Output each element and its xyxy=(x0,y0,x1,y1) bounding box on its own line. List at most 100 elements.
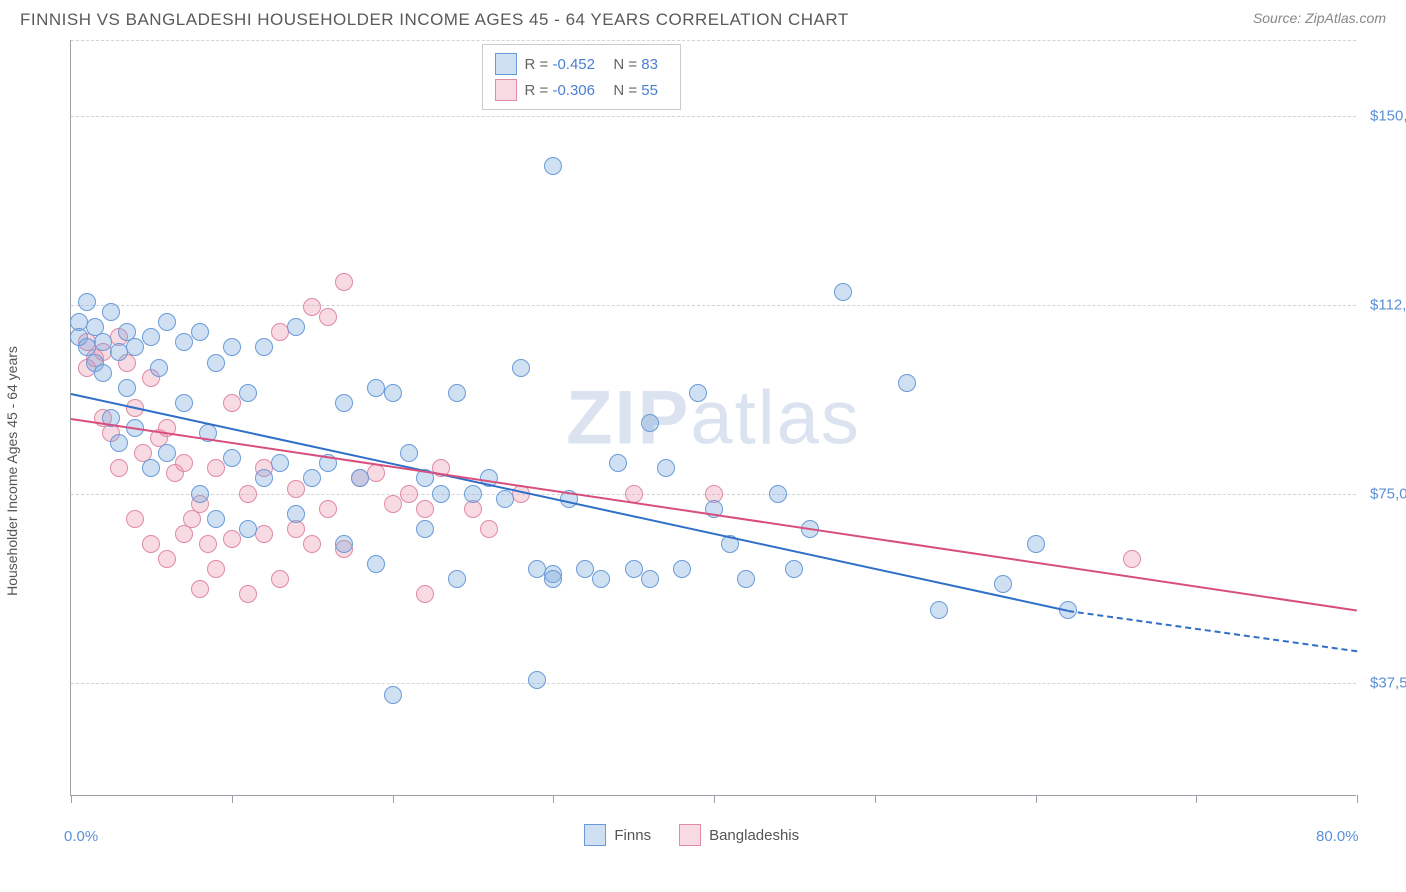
x-tick xyxy=(71,795,72,803)
source-attribution: Source: ZipAtlas.com xyxy=(1253,10,1386,26)
data-point-bangladeshis xyxy=(142,535,160,553)
data-point-bangladeshis xyxy=(239,585,257,603)
source-label: Source: xyxy=(1253,10,1305,26)
data-point-bangladeshis xyxy=(175,454,193,472)
data-point-finns xyxy=(158,313,176,331)
chart-title: FINNISH VS BANGLADESHI HOUSEHOLDER INCOM… xyxy=(20,10,849,30)
data-point-finns xyxy=(142,459,160,477)
data-point-finns xyxy=(737,570,755,588)
data-point-finns xyxy=(335,394,353,412)
x-tick xyxy=(1036,795,1037,803)
data-point-bangladeshis xyxy=(199,535,217,553)
data-point-bangladeshis xyxy=(191,580,209,598)
x-tick xyxy=(232,795,233,803)
legend-swatch-bangladeshis xyxy=(495,79,517,101)
legend-swatch-finns xyxy=(495,53,517,75)
series-legend: Finns Bangladeshis xyxy=(584,824,799,846)
data-point-finns xyxy=(544,570,562,588)
data-point-finns xyxy=(94,333,112,351)
x-tick xyxy=(393,795,394,803)
data-point-finns xyxy=(335,535,353,553)
gridline xyxy=(71,40,1356,41)
legend-item-finns: Finns xyxy=(584,824,651,846)
data-point-finns xyxy=(1027,535,1045,553)
data-point-finns xyxy=(641,414,659,432)
x-tick xyxy=(875,795,876,803)
data-point-finns xyxy=(118,379,136,397)
gridline xyxy=(71,683,1356,684)
legend-label-bangladeshis: Bangladeshis xyxy=(709,827,799,844)
trendline-bangladeshis xyxy=(71,418,1357,611)
data-point-bangladeshis xyxy=(335,273,353,291)
data-point-finns xyxy=(175,333,193,351)
legend-item-bangladeshis: Bangladeshis xyxy=(679,824,799,846)
plot-region: ZIPatlas xyxy=(70,40,1356,796)
data-point-bangladeshis xyxy=(480,520,498,538)
data-point-finns xyxy=(785,560,803,578)
data-point-finns xyxy=(432,485,450,503)
data-point-bangladeshis xyxy=(400,485,418,503)
watermark-bold: ZIP xyxy=(566,375,690,460)
legend-swatch-finns xyxy=(584,824,606,846)
data-point-finns xyxy=(207,354,225,372)
data-point-bangladeshis xyxy=(239,485,257,503)
data-point-bangladeshis xyxy=(367,464,385,482)
data-point-finns xyxy=(898,374,916,392)
data-point-bangladeshis xyxy=(158,550,176,568)
y-tick-label: $150,000 xyxy=(1370,107,1406,124)
data-point-finns xyxy=(207,510,225,528)
stats-text-finns: R = -0.452 N = 83 xyxy=(525,56,668,73)
data-point-bangladeshis xyxy=(271,570,289,588)
source-value: ZipAtlas.com xyxy=(1305,10,1386,26)
data-point-finns xyxy=(255,338,273,356)
data-point-bangladeshis xyxy=(303,535,321,553)
data-point-bangladeshis xyxy=(110,459,128,477)
data-point-finns xyxy=(673,560,691,578)
data-point-finns xyxy=(464,485,482,503)
data-point-finns xyxy=(930,601,948,619)
data-point-finns xyxy=(994,575,1012,593)
data-point-finns xyxy=(126,338,144,356)
legend-label-finns: Finns xyxy=(614,827,651,844)
x-tick xyxy=(1357,795,1358,803)
watermark-light: atlas xyxy=(690,375,861,460)
data-point-finns xyxy=(496,490,514,508)
data-point-finns xyxy=(303,469,321,487)
data-point-finns xyxy=(689,384,707,402)
data-point-finns xyxy=(223,449,241,467)
data-point-finns xyxy=(255,469,273,487)
data-point-finns xyxy=(625,560,643,578)
data-point-finns xyxy=(175,394,193,412)
data-point-finns xyxy=(223,338,241,356)
x-tick xyxy=(714,795,715,803)
trendline-finns-ext xyxy=(1068,610,1358,652)
data-point-finns xyxy=(271,454,289,472)
data-point-finns xyxy=(94,364,112,382)
data-point-finns xyxy=(384,384,402,402)
x-max-label: 80.0% xyxy=(1316,828,1359,845)
data-point-finns xyxy=(512,359,530,377)
data-point-bangladeshis xyxy=(207,560,225,578)
data-point-finns xyxy=(102,303,120,321)
data-point-bangladeshis xyxy=(255,525,273,543)
data-point-finns xyxy=(287,505,305,523)
data-point-finns xyxy=(78,293,96,311)
data-point-finns xyxy=(239,384,257,402)
data-point-finns xyxy=(576,560,594,578)
data-point-finns xyxy=(384,686,402,704)
data-point-bangladeshis xyxy=(319,308,337,326)
data-point-finns xyxy=(834,283,852,301)
data-point-finns xyxy=(367,555,385,573)
data-point-bangladeshis xyxy=(1123,550,1141,568)
data-point-finns xyxy=(110,434,128,452)
data-point-bangladeshis xyxy=(207,459,225,477)
data-point-finns xyxy=(150,359,168,377)
data-point-finns xyxy=(142,328,160,346)
data-point-finns xyxy=(191,323,209,341)
data-point-finns xyxy=(416,520,434,538)
data-point-bangladeshis xyxy=(223,530,241,548)
data-point-finns xyxy=(239,520,257,538)
x-tick xyxy=(553,795,554,803)
data-point-bangladeshis xyxy=(319,500,337,518)
data-point-finns xyxy=(448,570,466,588)
